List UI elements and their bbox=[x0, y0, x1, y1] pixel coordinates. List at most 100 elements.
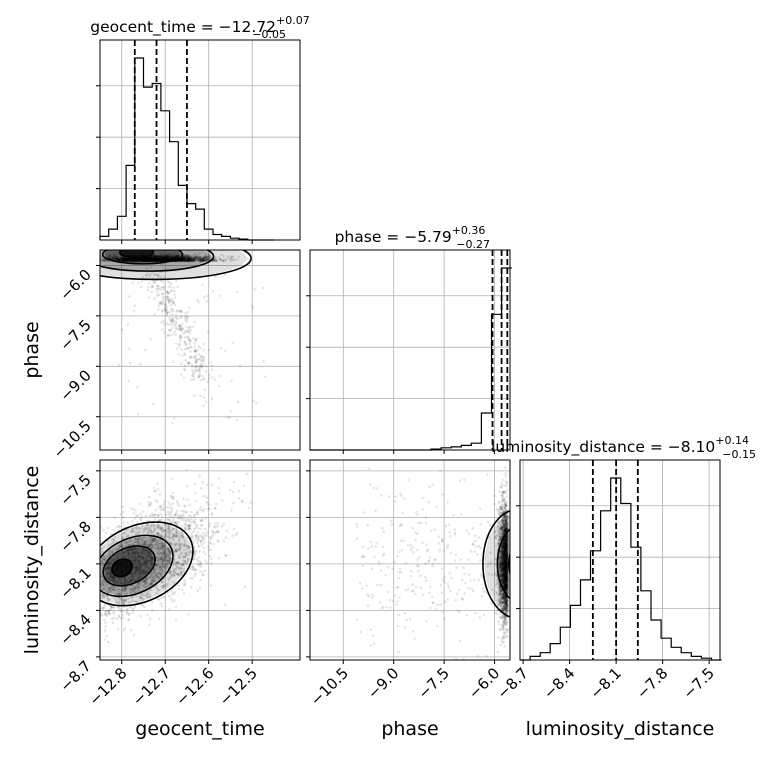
histogram-bin-geocent-time-2 bbox=[117, 216, 126, 240]
histogram-bin-luminosity-distance-5 bbox=[570, 605, 580, 660]
contour-level-1 bbox=[496, 528, 510, 600]
histogram-bin-phase-15 bbox=[461, 445, 471, 450]
title-phase: phase = −5.79+0.36 bbox=[335, 224, 486, 246]
histogram-bin-geocent-time-9 bbox=[178, 185, 187, 240]
histogram-bin-luminosity-distance-1 bbox=[530, 656, 540, 660]
histogram-outline-luminosity-distance bbox=[520, 477, 722, 661]
y-tick-label-luminosity-distance-0: −8.7 bbox=[56, 657, 94, 695]
histogram-bin-luminosity-distance-14 bbox=[661, 638, 671, 660]
histogram-bin-luminosity-distance-16 bbox=[681, 653, 691, 660]
histogram-bin-geocent-time-1 bbox=[109, 229, 118, 240]
contour-level-1 bbox=[100, 534, 174, 598]
histogram-bin-luminosity-distance-10 bbox=[621, 503, 631, 660]
x-axis-label-luminosity-distance: luminosity_distance bbox=[526, 718, 715, 740]
histogram-bin-geocent-time-12 bbox=[204, 229, 213, 240]
histogram-bin-luminosity-distance-12 bbox=[641, 591, 651, 660]
frame-layer bbox=[99, 39, 721, 661]
histogram-bin-geocent-time-5 bbox=[143, 87, 152, 240]
histogram-bin-geocent-time-11 bbox=[196, 209, 205, 240]
histogram-bin-luminosity-distance-8 bbox=[601, 511, 611, 660]
x-tick-label-luminosity-distance-0: −8.7 bbox=[493, 664, 531, 702]
y-tick-label-luminosity-distance-3: −7.8 bbox=[56, 517, 94, 555]
panels-layer bbox=[100, 40, 720, 660]
title-geocent-time-minus: −0.05 bbox=[252, 28, 286, 41]
histogram-bin-luminosity-distance-17 bbox=[691, 656, 701, 660]
y-tick-label-phase-3: −6.0 bbox=[56, 266, 94, 304]
title-geocent-time: geocent_time = −12.72+0.07 bbox=[90, 14, 310, 37]
contour-level-2 bbox=[508, 551, 510, 577]
histogram-bin-geocent-time-4 bbox=[135, 58, 144, 240]
hist-panel-geocent-time bbox=[100, 40, 300, 240]
histogram-bin-geocent-time-13 bbox=[213, 235, 222, 240]
histogram-bin-geocent-time-10 bbox=[187, 204, 196, 240]
x-tick-label-phase-0: −10.5 bbox=[307, 664, 352, 709]
hist-panel-phase bbox=[310, 250, 510, 450]
title-phase-minus: −0.27 bbox=[456, 238, 490, 251]
histogram-bin-geocent-time-8 bbox=[170, 142, 179, 240]
x-tick-label-geocent-time-2: −12.6 bbox=[172, 664, 217, 709]
y-tick-label-luminosity-distance-2: −8.1 bbox=[56, 564, 94, 602]
histogram-bin-luminosity-distance-3 bbox=[550, 644, 560, 660]
contour-level-1 bbox=[100, 250, 215, 272]
histogram-bin-luminosity-distance-15 bbox=[671, 647, 681, 660]
y-tick-label-phase-0: −10.5 bbox=[50, 417, 95, 462]
panel-frame-1-1 bbox=[309, 249, 511, 451]
x-tick-label-geocent-time-1: −12.7 bbox=[129, 664, 174, 709]
x-axis-label-geocent-time: geocent_time bbox=[135, 718, 264, 740]
contour-level-3 bbox=[118, 250, 155, 259]
density-level-1 bbox=[498, 531, 510, 597]
y-tick-label-phase-1: −9.0 bbox=[56, 366, 94, 404]
histogram-bin-luminosity-distance-6 bbox=[580, 580, 590, 660]
density-luminosity-distance-vs-geocent-time bbox=[100, 521, 194, 607]
panel-frame-2-1 bbox=[309, 459, 511, 661]
title-luminosity-distance: luminosity_distance = −8.10+0.14 bbox=[491, 434, 749, 457]
contour-level-2 bbox=[101, 250, 184, 265]
histogram-outline-geocent-time bbox=[99, 57, 274, 241]
x-tick-label-geocent-time-3: −12.5 bbox=[216, 664, 261, 709]
hist-panel-luminosity-distance bbox=[520, 460, 720, 660]
panel-frame-0-0 bbox=[99, 39, 301, 241]
density-level-3 bbox=[112, 559, 132, 577]
y-tick-label-luminosity-distance-4: −7.5 bbox=[56, 471, 94, 509]
histogram-bin-geocent-time-0 bbox=[100, 236, 109, 240]
contour-level-2 bbox=[102, 545, 156, 587]
x-tick-label-phase-3: −6.0 bbox=[465, 664, 503, 702]
scatter-panel-phase-vs-geocent-time bbox=[100, 250, 300, 450]
contour-level-0 bbox=[482, 510, 510, 618]
y-tick-label-luminosity-distance-1: −8.4 bbox=[56, 610, 94, 648]
scatter-panel-luminosity-distance-vs-geocent-time bbox=[100, 460, 300, 660]
density-phase-vs-geocent-time bbox=[100, 250, 252, 281]
x-axis-label-phase: phase bbox=[381, 718, 438, 740]
x-tick-label-phase-2: −7.5 bbox=[414, 664, 452, 702]
density-luminosity-distance-vs-phase bbox=[482, 510, 510, 618]
histogram-bin-luminosity-distance-13 bbox=[651, 620, 661, 660]
scatter-layer bbox=[100, 250, 510, 660]
histogram-bin-geocent-time-7 bbox=[161, 111, 170, 240]
title-luminosity-distance-minus: −0.15 bbox=[722, 448, 756, 461]
density-level-0 bbox=[100, 524, 191, 604]
x-tick-label-luminosity-distance-1: −8.4 bbox=[540, 664, 578, 702]
histogram-bin-geocent-time-3 bbox=[126, 165, 135, 240]
histogram-bin-phase-17 bbox=[481, 413, 491, 450]
contour-level-0 bbox=[100, 521, 194, 607]
scatter-points-luminosity-distance-vs-phase bbox=[355, 466, 510, 660]
y-axis-label-phase: phase bbox=[21, 321, 43, 378]
y-tick-label-phase-2: −7.5 bbox=[56, 316, 94, 354]
x-tick-label-phase-1: −9.0 bbox=[364, 664, 402, 702]
panel-frame-2-2 bbox=[519, 459, 721, 661]
histogram-bin-geocent-time-14 bbox=[222, 236, 231, 240]
histogram-bin-luminosity-distance-2 bbox=[540, 653, 550, 660]
histogram-bin-luminosity-distance-11 bbox=[631, 547, 641, 660]
x-tick-label-luminosity-distance-3: −7.8 bbox=[633, 664, 671, 702]
x-tick-label-luminosity-distance-2: −8.1 bbox=[586, 664, 624, 702]
x-tick-label-luminosity-distance-4: −7.5 bbox=[679, 664, 717, 702]
histogram-bin-luminosity-distance-4 bbox=[560, 627, 570, 660]
histogram-bin-phase-16 bbox=[471, 443, 481, 450]
density-level-3 bbox=[120, 250, 153, 258]
panel-frame-2-0 bbox=[99, 459, 301, 661]
panel-frame-1-0 bbox=[99, 249, 301, 451]
y-axis-label-luminosity-distance: luminosity_distance bbox=[21, 466, 43, 655]
quantile-layer bbox=[133, 40, 639, 660]
histogram-luminosity-distance bbox=[520, 477, 722, 661]
